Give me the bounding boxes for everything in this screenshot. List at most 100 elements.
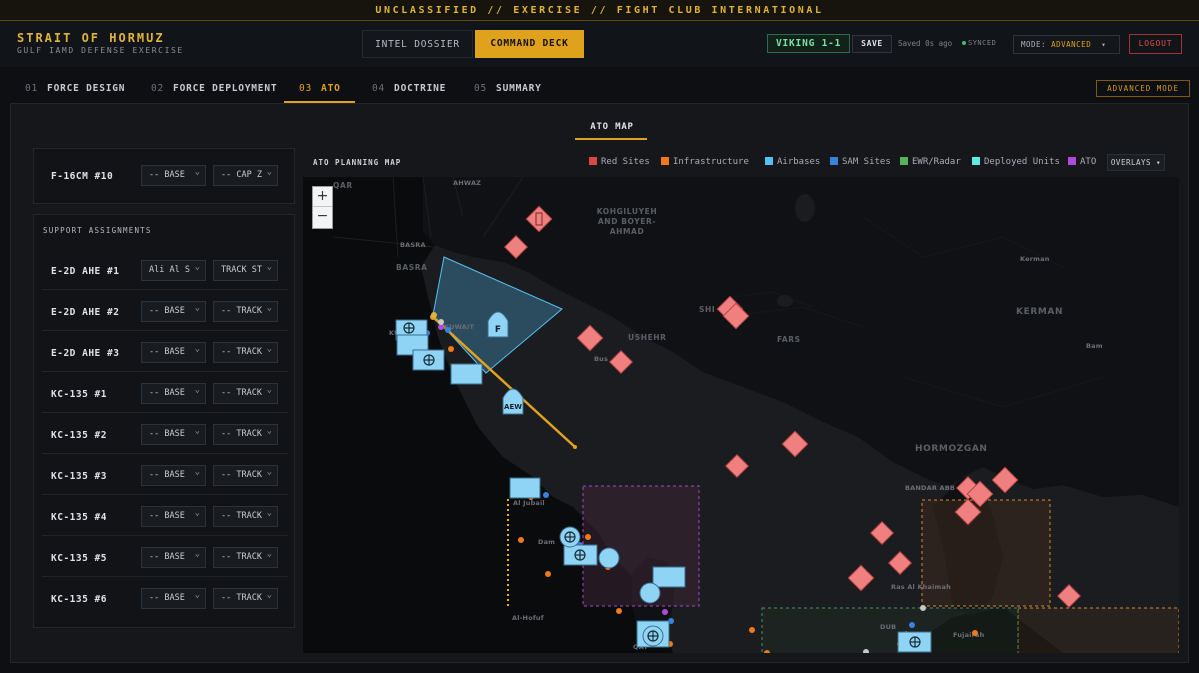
overlays-button[interactable]: OVERLAYS ▾ — [1107, 154, 1165, 171]
legend-ato[interactable]: ATO — [1068, 157, 1096, 167]
infrastructure-marker[interactable] — [764, 650, 770, 653]
red-site-marker[interactable] — [847, 564, 875, 592]
tab-force-design[interactable]: 01 FORCE DESIGN — [25, 67, 125, 103]
red-site-marker[interactable] — [525, 205, 553, 233]
track-select[interactable]: -- TRACK — [213, 506, 278, 527]
zoom-out-button[interactable]: − — [316, 208, 329, 224]
infrastructure-marker[interactable] — [585, 534, 591, 540]
airbase-marker[interactable] — [652, 566, 686, 588]
track-select[interactable]: -- TRACK — [213, 424, 278, 445]
base-select[interactable]: -- BASE — [141, 383, 206, 404]
track-anchor-marker[interactable] — [431, 312, 437, 318]
logout-button[interactable]: LOGOUT — [1129, 34, 1182, 54]
infrastructure-marker[interactable] — [545, 571, 551, 577]
asset-name: KC-135 #2 — [51, 430, 107, 441]
base-select[interactable]: -- BASE — [141, 588, 206, 609]
track-select[interactable]: TRACK ST — [213, 260, 278, 281]
sam-site-marker[interactable] — [909, 622, 915, 628]
legend-sam-sites[interactable]: SAM Sites — [830, 157, 891, 167]
ewr-markers[interactable] — [438, 319, 926, 653]
base-select[interactable]: -- BASE — [141, 424, 206, 445]
red-site-marker[interactable] — [503, 234, 529, 260]
base-select[interactable]: -- BASE — [141, 465, 206, 486]
base-select[interactable]: -- BASE — [141, 547, 206, 568]
legend-deployed-units[interactable]: Deployed Units — [972, 157, 1060, 167]
aew-orbit-label: AEW — [504, 403, 522, 411]
infrastructure-marker[interactable] — [448, 346, 454, 352]
ato-marker[interactable] — [662, 609, 668, 615]
infrastructure-marker[interactable] — [518, 537, 524, 543]
base-select[interactable]: -- BASE — [141, 301, 206, 322]
red-site-marker[interactable] — [869, 520, 895, 546]
fighter-cap-marker[interactable]: F — [487, 311, 509, 338]
intel-dossier-button[interactable]: INTEL DOSSIER — [362, 30, 473, 58]
track-select[interactable]: -- TRACK — [213, 588, 278, 609]
infrastructure-marker[interactable] — [749, 627, 755, 633]
map-label-bam: Bam — [1086, 342, 1103, 350]
app-header: STRAIT OF HORMUZ GULF IAMD DEFENSE EXERC… — [0, 21, 1199, 67]
fighter-cap-label: F — [495, 325, 501, 335]
red-site-marker[interactable] — [954, 498, 982, 526]
base-select[interactable]: -- BASE — [141, 506, 206, 527]
red-site-marker[interactable] — [991, 466, 1019, 494]
mode-select[interactable]: MODE: ADVANCED ▾ — [1013, 35, 1120, 54]
ato-markers[interactable] — [438, 324, 909, 637]
command-deck-button[interactable]: COMMAND DECK — [475, 30, 584, 58]
legend-label: SAM Sites — [842, 157, 891, 167]
legend-infrastructure[interactable]: Infrastructure — [661, 157, 749, 167]
red-site-marker[interactable] — [1056, 583, 1082, 609]
sam-site-marker[interactable] — [445, 327, 451, 333]
red-site-marker[interactable] — [887, 550, 913, 576]
cap-select[interactable]: -- CAP Z — [213, 165, 278, 186]
zoom-in-button[interactable]: + — [313, 187, 332, 207]
legend-swatch — [765, 157, 773, 165]
track-select[interactable]: -- TRACK — [213, 301, 278, 322]
tab-number: 05 — [474, 83, 488, 94]
saved-status: Saved 0s ago — [898, 39, 953, 48]
tab-force-deployment[interactable]: 02 FORCE DEPLOYMENT — [151, 67, 277, 103]
save-button[interactable]: SAVE — [852, 35, 892, 53]
map-label-dubai: DUB — [880, 623, 897, 631]
tab-doctrine[interactable]: 04 DOCTRINE — [372, 67, 446, 103]
unit-symbol-icon — [424, 355, 434, 365]
red-site-marker[interactable] — [966, 480, 994, 508]
red-site-marker[interactable] — [781, 430, 809, 458]
ewr-marker[interactable] — [863, 649, 869, 653]
track-select[interactable]: -- TRACK — [213, 547, 278, 568]
support-row: KC-135 #5 -- BASE -- TRACK — [42, 540, 288, 577]
ato-marker[interactable] — [438, 324, 444, 330]
tab-label: SUMMARY — [496, 83, 542, 94]
track-select[interactable]: -- TRACK — [213, 465, 278, 486]
airbase-circle-marker[interactable] — [639, 582, 661, 604]
support-assignments-panel: SUPPORT ASSIGNMENTS E-2D AHE #1 Ali Al S… — [33, 214, 295, 628]
infrastructure-markers[interactable] — [448, 346, 978, 653]
base-select[interactable]: -- BASE — [141, 342, 206, 363]
ato-map-subtab[interactable]: ATO MAP — [590, 122, 634, 132]
airbase-circle-marker[interactable] — [598, 547, 620, 569]
infrastructure-marker[interactable] — [972, 630, 978, 636]
ewr-marker[interactable] — [438, 319, 444, 325]
red-site-marker[interactable] — [724, 453, 750, 479]
aew-orbit-marker[interactable]: AEW — [502, 388, 524, 415]
legend-label: ATO — [1080, 157, 1097, 167]
track-select[interactable]: -- TRACK — [213, 342, 278, 363]
ato-planning-map[interactable]: QAR AHWAZ KOHGILUYEH AND BOYER- AHMAD BA… — [303, 177, 1179, 653]
tab-summary[interactable]: 05 SUMMARY — [474, 67, 542, 103]
ewr-marker[interactable] — [920, 605, 926, 611]
legend-red-sites[interactable]: Red Sites — [589, 157, 650, 167]
airbase-marker[interactable] — [450, 363, 483, 385]
red-site-marker[interactable] — [722, 302, 750, 330]
red-site-marker[interactable] — [576, 324, 604, 352]
legend-ewr-radar[interactable]: EWR/Radar — [900, 157, 961, 167]
infrastructure-marker[interactable] — [616, 608, 622, 614]
base-select[interactable]: -- BASE — [141, 165, 206, 186]
base-select[interactable]: Ali Al S — [141, 260, 206, 281]
sam-site-marker[interactable] — [543, 492, 549, 498]
app-subtitle: GULF IAMD DEFENSE EXERCISE — [17, 46, 184, 55]
airbase-marker[interactable] — [509, 477, 541, 499]
legend-airbases[interactable]: Airbases — [765, 157, 820, 167]
tab-ato[interactable]: 03 ATO — [284, 67, 355, 103]
track-select[interactable]: -- TRACK — [213, 383, 278, 404]
asset-name: E-2D AHE #1 — [51, 266, 120, 277]
red-site-marker[interactable] — [608, 349, 634, 375]
